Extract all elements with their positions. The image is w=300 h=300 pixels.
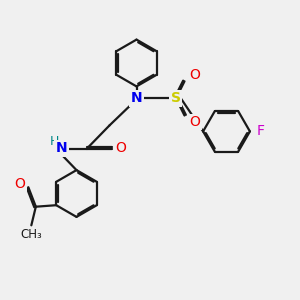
Text: O: O (115, 142, 126, 155)
Text: O: O (190, 115, 200, 129)
Text: CH₃: CH₃ (20, 228, 42, 241)
Text: N: N (131, 92, 142, 105)
Text: N: N (56, 142, 67, 155)
Text: H: H (50, 135, 59, 148)
Text: O: O (14, 177, 26, 191)
Text: O: O (190, 68, 200, 82)
Text: F: F (256, 124, 264, 138)
Text: S: S (170, 92, 181, 105)
